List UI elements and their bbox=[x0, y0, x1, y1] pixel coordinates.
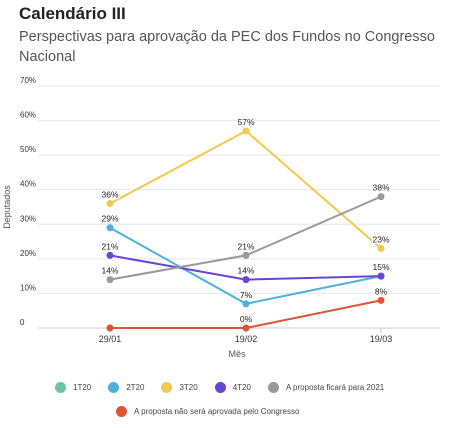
legend-label: A proposta não será aprovada pelo Congre… bbox=[134, 407, 300, 416]
y-axis-title: Deputados bbox=[2, 185, 12, 229]
legend-item: A proposta não será aprovada pelo Congre… bbox=[116, 406, 299, 417]
x-tick-label: 19/02 bbox=[235, 334, 258, 344]
data-point bbox=[106, 200, 114, 208]
legend-label: 3T20 bbox=[179, 383, 198, 392]
data-label: 0% bbox=[240, 314, 253, 324]
legend-swatch bbox=[267, 382, 279, 393]
legend: 1T20 2T20 3T20 4T20 A proposta ficará para 2… bbox=[55, 382, 401, 393]
data-point bbox=[242, 276, 250, 284]
legend-swatch bbox=[108, 382, 120, 393]
legend-label: 2T20 bbox=[126, 383, 145, 392]
data-label: 15% bbox=[372, 262, 389, 272]
legend-item: 2T20 bbox=[108, 382, 144, 393]
data-point bbox=[106, 251, 114, 259]
data-label: 29% bbox=[101, 214, 118, 224]
data-point bbox=[242, 324, 250, 332]
legend-swatch bbox=[116, 406, 127, 417]
data-label: 38% bbox=[372, 183, 389, 193]
legend-item: 4T20 bbox=[214, 382, 251, 393]
data-label: 14% bbox=[237, 266, 254, 276]
y-tick-label: 40% bbox=[20, 180, 36, 189]
chart-title: Calendário III bbox=[19, 4, 126, 23]
y-tick-label: 70% bbox=[20, 76, 36, 85]
data-point bbox=[377, 296, 385, 304]
data-label: 36% bbox=[101, 190, 118, 200]
y-tick-label: 50% bbox=[20, 145, 36, 154]
line-chart: 0 10% 20% 30% 40% 50% 60% 70% 29/01 19/02 19/03 Mês… bbox=[2, 76, 440, 359]
legend-label: A proposta ficará para 2021 bbox=[285, 383, 385, 392]
data-point bbox=[242, 251, 250, 259]
data-label: 23% bbox=[372, 234, 389, 244]
data-label: 7% bbox=[240, 290, 253, 300]
y-tick-label: 30% bbox=[20, 214, 36, 223]
y-tick-label: 0 bbox=[20, 318, 25, 327]
legend-swatch bbox=[214, 382, 226, 393]
data-label: 21% bbox=[237, 241, 254, 251]
data-point bbox=[106, 324, 114, 332]
y-tick-label: 10% bbox=[20, 283, 36, 292]
legend-swatch bbox=[161, 382, 173, 393]
legend: A proposta não será aprovada pelo Congre… bbox=[116, 406, 316, 417]
data-label: 8% bbox=[375, 286, 388, 296]
data-label: 15% bbox=[372, 262, 389, 272]
data-point bbox=[106, 276, 114, 284]
x-tick-label: 19/03 bbox=[370, 334, 393, 344]
data-point bbox=[377, 193, 385, 201]
data-label: 14% bbox=[101, 266, 118, 276]
legend-item: 1T20 bbox=[55, 382, 91, 393]
legend-swatch bbox=[55, 382, 66, 393]
legend-item: 3T20 bbox=[161, 382, 198, 393]
chart-subtitle: Perspectivas para aprovação da PEC dos F… bbox=[19, 29, 435, 65]
legend-label: 4T20 bbox=[232, 383, 251, 392]
x-axis-title: Mês bbox=[228, 349, 246, 359]
x-tick-label: 29/01 bbox=[99, 334, 122, 344]
data-label: 21% bbox=[101, 241, 118, 251]
legend-label: 1T20 bbox=[73, 383, 92, 392]
data-point bbox=[377, 272, 385, 280]
y-tick-label: 20% bbox=[20, 249, 36, 258]
data-point bbox=[377, 244, 385, 252]
data-point bbox=[242, 127, 250, 135]
y-tick-label: 60% bbox=[20, 111, 36, 120]
legend-item: A proposta ficará para 2021 bbox=[267, 382, 385, 393]
data-label: 57% bbox=[237, 117, 254, 127]
data-point bbox=[242, 300, 250, 308]
data-point bbox=[106, 224, 114, 232]
